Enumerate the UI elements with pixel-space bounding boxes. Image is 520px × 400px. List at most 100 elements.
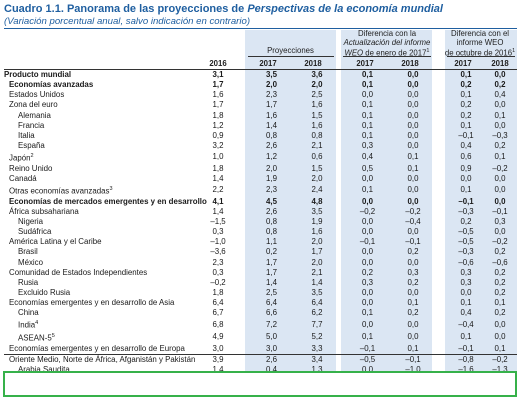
cell-value: 0,0 — [407, 185, 419, 195]
cell-value: 1,4 — [212, 364, 224, 374]
cell-value: 1,1 — [266, 237, 277, 247]
cell-value: 0,2 — [460, 80, 472, 90]
cell-value: 1,5 — [311, 163, 323, 173]
table-row: Economías de mercados emergentes y en de… — [4, 197, 517, 207]
column-gap — [436, 247, 449, 257]
cell-value: –0,1 — [458, 130, 474, 140]
table-row: China 6,7 6,6 6,2 0,1 0,2 0,4 0,2 — [4, 308, 517, 318]
cell-value: 0,1 — [460, 70, 472, 80]
cell-value: 0,9 — [460, 163, 472, 173]
column-gap — [436, 288, 449, 298]
cell-value: 1,6 — [266, 110, 277, 120]
cell-value: 0,1 — [362, 332, 373, 342]
cell-value: 3,5 — [266, 70, 277, 80]
rule-diff-oct — [447, 56, 515, 57]
cell-value: 0,0 — [362, 287, 373, 297]
cell-value: 0,1 — [460, 185, 472, 195]
cell-value: 0,1 — [407, 152, 419, 162]
cell-value: 0,2 — [494, 277, 506, 287]
column-gap — [436, 70, 449, 80]
cell-value: –1,3 — [492, 364, 508, 374]
table-row: Rusia –0,2 1,4 1,4 0,3 0,2 0,3 0,2 — [4, 278, 517, 288]
table-row: México 2,3 1,7 2,0 0,0 0,0 –0,6 –0,6 — [4, 258, 517, 268]
cell-value: 0,0 — [362, 298, 373, 308]
cell-value: 1,5 — [311, 110, 323, 120]
cell-value: –0,1 — [359, 343, 376, 353]
cell-value: 0,1 — [362, 110, 373, 120]
cell-value: 0,2 — [460, 110, 472, 120]
cell-value: 0,0 — [362, 196, 373, 206]
table-row: Brasil –3,6 0,2 1,7 0,0 0,2 –0,3 0,2 — [4, 247, 517, 257]
cell-value: 3,0 — [212, 343, 224, 353]
cell-value: 0,1 — [362, 80, 373, 90]
cell-value: –0,1 — [492, 206, 508, 216]
column-gap — [436, 298, 449, 308]
cell-value: 1,7 — [212, 100, 224, 110]
cell-value: 2,4 — [311, 185, 323, 195]
column-gap — [238, 90, 249, 100]
row-label: Otras economías avanzadas3 — [9, 186, 113, 196]
cell-value: 3,4 — [294, 353, 340, 365]
row-label: Economías de mercados emergentes y en de… — [9, 196, 207, 206]
table-row: Italia 0,9 0,8 0,8 0,1 0,0 –0,1 –0,3 — [4, 131, 517, 141]
cell-value: –0,1 — [359, 237, 376, 247]
cell-value: 0,8 — [266, 227, 277, 237]
column-gap — [238, 247, 249, 257]
cell-value: 0,2 — [407, 308, 419, 318]
cell-value: 0,0 — [362, 217, 373, 226]
year-proj-2018: 2018 — [304, 59, 322, 68]
column-gap — [238, 217, 249, 227]
row-label: América Latina y el Caribe — [9, 237, 102, 247]
cell-value: 1,7 — [212, 80, 224, 90]
cell-value: 7,7 — [311, 319, 323, 329]
cell-value: 6,4 — [212, 298, 224, 308]
table-row: Alemania 1,8 1,6 1,5 0,1 0,0 0,2 0,1 — [4, 111, 517, 121]
cell-value: 0,1 — [407, 298, 419, 308]
column-gap — [238, 184, 249, 197]
cell-value: 3,9 — [198, 353, 238, 365]
row-label: ASEAN-55 — [18, 332, 55, 343]
cell-value: 0,0 — [362, 227, 373, 237]
cell-value: 2,1 — [311, 141, 323, 151]
cell-value: 0,4 — [494, 90, 506, 100]
cell-value: 0,2 — [407, 277, 419, 287]
cell-value: 6,2 — [311, 308, 323, 318]
cell-value: –0,1 — [458, 196, 474, 206]
header-diff-oct: Diferencia con el informe WEO de octubre… — [444, 29, 516, 58]
table-row: Economías emergentes y en desarrollo de … — [4, 344, 517, 355]
column-gap — [238, 227, 249, 237]
row-label: Zona del euro — [9, 100, 58, 110]
highlight-box — [3, 371, 517, 397]
row-label: Nigeria — [18, 217, 43, 226]
table-row: Nigeria –1,5 0,8 1,9 0,0 –0,4 0,2 0,3 — [4, 217, 517, 227]
row-label: Brasil — [18, 247, 38, 257]
cell-value: –3,6 — [210, 247, 226, 257]
column-gap — [238, 318, 249, 331]
cell-value: 1,4 — [212, 206, 224, 216]
cell-value: –0,2 — [405, 206, 421, 216]
cell-value: 1,9 — [266, 173, 277, 183]
table-row: Comunidad de Estados Independientes 0,3 1,… — [4, 268, 517, 278]
cell-value: 0,1 — [407, 343, 419, 353]
cell-value: 0,1 — [494, 343, 506, 353]
table-row: Sudáfrica 0,3 0,8 1,6 0,0 0,0 –0,5 0,0 — [4, 227, 517, 237]
column-gap — [238, 141, 249, 151]
cell-value: 0,0 — [407, 141, 419, 151]
year-oct-2018: 2018 — [491, 59, 509, 68]
cell-value: 0,1 — [362, 120, 373, 130]
cell-value: 0,0 — [407, 332, 419, 342]
cell-value: 0,3 — [460, 277, 472, 287]
column-gap — [238, 207, 249, 217]
column-gap — [436, 318, 449, 331]
year-proj-2017: 2017 — [259, 59, 277, 68]
rule-projections — [248, 56, 334, 57]
row-label: Arabia Saudita — [18, 364, 70, 374]
cell-value: 1,9 — [311, 217, 323, 226]
cell-value: 0,2 — [494, 308, 506, 318]
cell-value: 0,1 — [407, 163, 419, 173]
cell-value: 1,7 — [266, 267, 277, 277]
year-jan-2018: 2018 — [401, 59, 419, 68]
cell-value: 0,0 — [362, 364, 373, 374]
column-gap — [436, 237, 449, 247]
cell-value: 0,0 — [407, 110, 419, 120]
